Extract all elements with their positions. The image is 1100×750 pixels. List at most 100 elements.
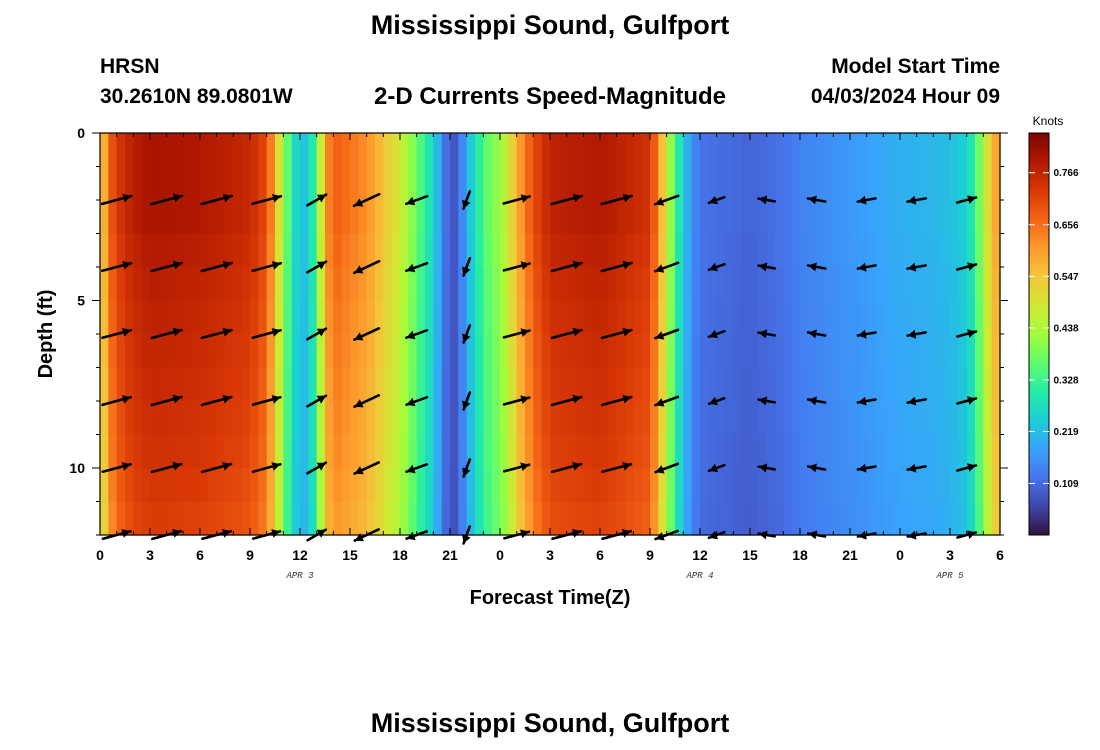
heatmap-cell — [208, 267, 218, 302]
heatmap-cell — [991, 300, 1001, 335]
heatmap-cell — [375, 300, 384, 335]
current-vector — [405, 462, 429, 474]
current-vector — [200, 193, 233, 206]
heatmap-cell — [908, 133, 918, 168]
heatmap-cell — [291, 367, 301, 402]
heatmap-cell — [441, 233, 451, 268]
heatmap-cell — [891, 367, 901, 402]
heatmap-cell — [575, 367, 584, 402]
heatmap-cell — [916, 133, 926, 168]
heatmap-cell — [858, 200, 868, 235]
heatmap-cell — [708, 401, 718, 436]
heatmap-cell — [741, 367, 751, 402]
vector-head — [406, 330, 416, 340]
heatmap-cell — [200, 401, 209, 436]
heatmap-cell — [566, 468, 576, 503]
heatmap-cell — [475, 434, 484, 469]
heatmap-cell — [708, 233, 718, 268]
heatmap-cell — [441, 166, 451, 201]
heatmap-cell — [916, 267, 926, 302]
heatmap-cell — [866, 468, 876, 503]
heatmap-cell — [308, 300, 318, 335]
current-vector — [707, 195, 726, 205]
heatmap-cell — [150, 200, 159, 235]
heatmap-cell — [100, 267, 109, 302]
heatmap-cell — [391, 367, 401, 402]
heatmap-cell — [475, 267, 484, 302]
heatmap-cell — [991, 267, 1001, 302]
heatmap-cell — [833, 133, 843, 168]
heatmap-cell — [941, 267, 951, 302]
heatmap-cell — [316, 468, 326, 503]
heatmap-cell — [875, 200, 884, 235]
heatmap-cell — [425, 267, 434, 302]
current-vector — [707, 463, 726, 473]
heatmap-cell — [408, 200, 418, 235]
heatmap-cell — [583, 334, 593, 369]
heatmap-cell — [508, 267, 518, 302]
heatmap-cell — [233, 434, 243, 469]
heatmap-cell — [641, 133, 651, 168]
heatmap-cell — [750, 434, 759, 469]
heatmap-cell — [483, 401, 493, 436]
heatmap-cell — [183, 166, 193, 201]
vector-head — [271, 261, 281, 270]
heatmap-cell — [650, 501, 659, 536]
heatmap-cell — [583, 501, 593, 536]
vector-head — [173, 193, 182, 203]
heatmap-cell — [900, 468, 909, 503]
heatmap-cell — [983, 501, 993, 536]
heatmap-cell — [800, 401, 809, 436]
heatmap-cell — [758, 200, 768, 235]
heatmap-cell — [216, 166, 226, 201]
heatmap-cell — [233, 267, 243, 302]
heatmap-cell — [175, 367, 184, 402]
heatmap-cell — [283, 200, 293, 235]
station-id: HRSN — [100, 55, 160, 78]
heatmap-cell — [508, 434, 518, 469]
heatmap-cell — [341, 200, 351, 235]
heatmap-cell — [141, 267, 151, 302]
vector-head — [271, 462, 281, 471]
heatmap-cell — [875, 434, 884, 469]
heatmap-cell — [300, 334, 309, 369]
heatmap-cell — [341, 401, 351, 436]
heatmap-cell — [608, 434, 618, 469]
heatmap-cell — [950, 200, 959, 235]
heatmap-cell — [816, 300, 826, 335]
heatmap-cell — [658, 133, 668, 168]
heatmap-cell — [708, 300, 718, 335]
heatmap-cell — [891, 200, 901, 235]
heatmap-cell — [433, 367, 443, 402]
heatmap-cell — [925, 133, 934, 168]
heatmap-cell — [408, 133, 418, 168]
current-vector — [550, 394, 583, 407]
model-start-value: 04/03/2024 Hour 09 — [810, 85, 1000, 108]
heatmap-cell — [191, 267, 201, 302]
heatmap-cell — [750, 334, 759, 369]
colorbar-tick-label: 0.547 — [1053, 272, 1078, 283]
vector-head — [967, 329, 976, 338]
heatmap-cell — [108, 468, 118, 503]
heatmap-cell — [150, 401, 159, 436]
heatmap-cell — [641, 233, 651, 268]
vector-head — [655, 532, 665, 541]
heatmap-cell — [800, 334, 809, 369]
heatmap-cell — [958, 233, 968, 268]
heatmap-cell — [200, 200, 209, 235]
heatmap-cell — [366, 367, 376, 402]
heatmap-cell — [125, 267, 134, 302]
heatmap-cell — [625, 166, 634, 201]
heatmap-cell — [283, 133, 293, 168]
heatmap-cell — [850, 233, 859, 268]
heatmap-cell — [416, 334, 426, 369]
heatmap-cell — [183, 501, 193, 536]
heatmap-cell — [566, 166, 576, 201]
colorbar-gradient — [1028, 132, 1050, 536]
heatmap-cell — [783, 434, 793, 469]
heatmap-cell — [433, 300, 443, 335]
heatmap-cell — [350, 233, 359, 268]
heatmap-cell — [666, 434, 676, 469]
heatmap-cell — [108, 434, 118, 469]
